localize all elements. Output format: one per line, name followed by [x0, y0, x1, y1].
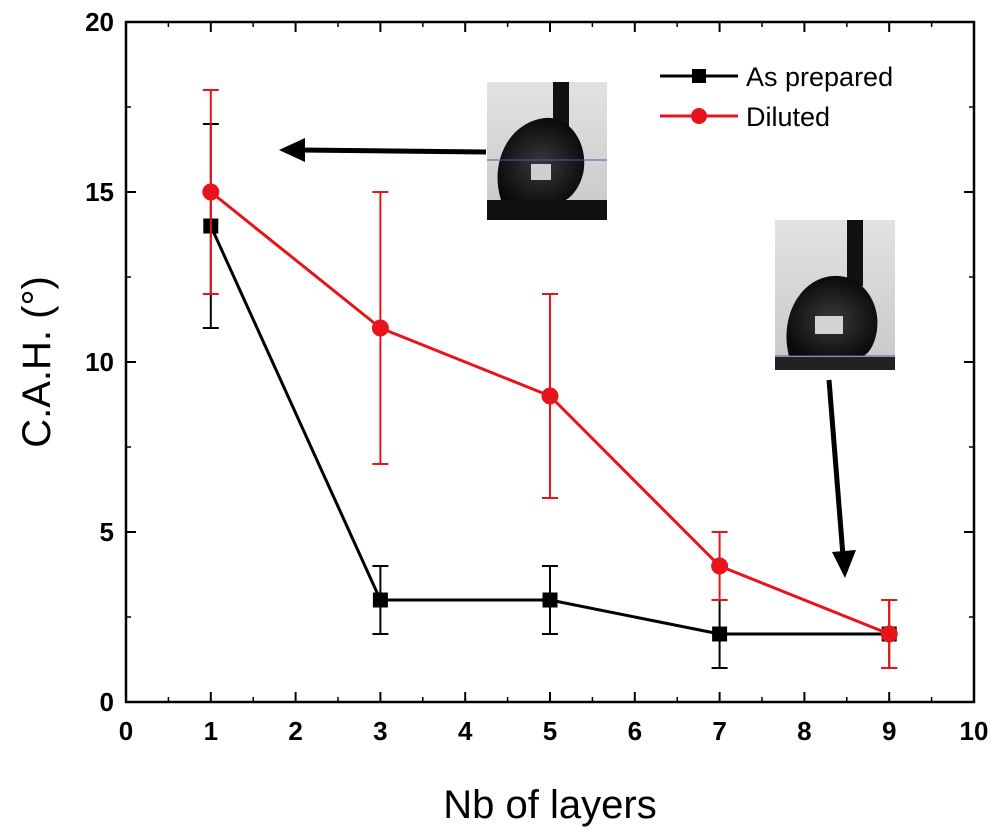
- annotation-arrow-left: [279, 138, 487, 162]
- data-point: [541, 387, 559, 405]
- y-tick-label: 0: [100, 687, 114, 717]
- legend-marker-as-prepared: [692, 69, 706, 83]
- x-tick-label: 9: [882, 716, 896, 746]
- data-point: [372, 592, 388, 608]
- x-tick-label: 7: [712, 716, 726, 746]
- y-tick-label: 20: [85, 7, 114, 37]
- x-tick-label: 2: [288, 716, 302, 746]
- droplet-inset-1: [487, 82, 607, 220]
- x-tick-label: 8: [797, 716, 811, 746]
- data-point: [712, 626, 728, 642]
- droplet-inset-2: [775, 220, 895, 370]
- legend-label-diluted: Diluted: [746, 102, 830, 132]
- tick-labels: 0 1 2 3 4 5 6 7 8 9 10 0 5 10 15 20: [85, 7, 988, 746]
- x-tick-label: 4: [458, 716, 473, 746]
- y-tick-label: 15: [85, 177, 114, 207]
- series-1: [202, 89, 898, 669]
- annotation-arrow-down: [826, 379, 856, 578]
- data-point: [711, 557, 729, 575]
- series-layer: [202, 89, 898, 669]
- x-tick-label: 3: [373, 716, 387, 746]
- x-axis-title: Nb of layers: [443, 783, 656, 827]
- y-tick-label: 5: [100, 517, 114, 547]
- data-point: [371, 319, 389, 337]
- legend-marker-diluted: [691, 108, 707, 124]
- x-tick-label: 5: [543, 716, 557, 746]
- legend-label-as-prepared: As prepared: [746, 62, 893, 92]
- y-axis-title: C.A.H. (°): [15, 276, 59, 448]
- data-point: [542, 592, 558, 608]
- legend: As prepared Diluted: [660, 62, 893, 132]
- x-tick-label: 0: [119, 716, 133, 746]
- x-tick-label: 1: [204, 716, 218, 746]
- data-point: [202, 183, 220, 201]
- x-tick-label: 10: [960, 716, 989, 746]
- x-tick-label: 6: [628, 716, 642, 746]
- data-point: [880, 625, 898, 643]
- y-tick-label: 10: [85, 347, 114, 377]
- axis-ticks: [125, 21, 975, 703]
